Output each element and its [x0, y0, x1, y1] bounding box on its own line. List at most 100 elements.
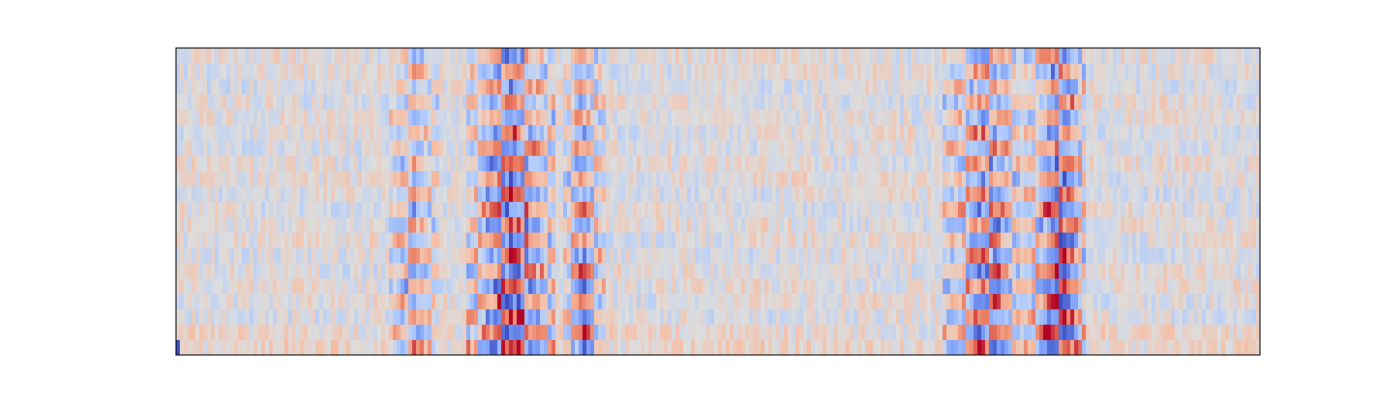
heatmap-cell [505, 324, 510, 341]
heatmap-cell [1062, 124, 1067, 141]
heatmap-cell [663, 324, 669, 341]
heatmap-cell [930, 170, 936, 187]
heatmap-cell [690, 170, 696, 187]
heatmap-cell [419, 94, 425, 110]
heatmap-cell [721, 78, 727, 95]
heatmap-cell [783, 247, 789, 264]
heatmap-cell [369, 262, 374, 279]
heatmap-cell [776, 324, 781, 341]
heatmap-cell [768, 94, 773, 110]
heatmap-cell [241, 78, 247, 95]
heatmap-cell [431, 278, 436, 294]
heatmap-cell [868, 262, 874, 279]
heatmap-cell [574, 324, 580, 341]
heatmap-cell [416, 94, 421, 110]
heatmap-cell [1101, 278, 1106, 294]
heatmap-cell [234, 155, 239, 172]
heatmap-cell [617, 78, 622, 95]
heatmap-cell [609, 324, 614, 341]
heatmap-cell [1132, 308, 1137, 325]
heatmap-cell [648, 48, 653, 64]
heatmap-cell [787, 78, 792, 95]
heatmap-cell [187, 78, 192, 95]
heatmap-cell [849, 262, 854, 279]
heatmap-cell [365, 262, 370, 279]
heatmap-cell [752, 293, 758, 310]
heatmap-cell [1004, 324, 1009, 341]
heatmap-cell [853, 94, 858, 110]
heatmap-cell [381, 170, 386, 187]
heatmap-cell [938, 170, 943, 187]
heatmap-cell [179, 140, 185, 156]
heatmap-cell [296, 155, 301, 172]
heatmap-cell [648, 339, 653, 356]
heatmap-cell [574, 124, 580, 141]
heatmap-cell [656, 155, 661, 172]
heatmap-cell [497, 324, 502, 341]
heatmap-cell [447, 339, 452, 356]
heatmap-cell [776, 186, 781, 202]
heatmap-cell [551, 63, 556, 80]
heatmap-cell [644, 48, 649, 64]
heatmap-cell [1019, 201, 1025, 218]
heatmap-cell [818, 278, 823, 294]
heatmap-cell [1081, 339, 1087, 356]
heatmap-cell [942, 124, 947, 141]
heatmap-cell [927, 278, 932, 294]
heatmap-cell [516, 293, 521, 310]
heatmap-cell [330, 232, 336, 248]
heatmap-cell [1124, 308, 1129, 325]
heatmap-cell [644, 216, 649, 233]
heatmap-cell [381, 140, 386, 156]
heatmap-cell [601, 170, 607, 187]
heatmap-cell [288, 216, 293, 233]
heatmap-cell [1120, 278, 1125, 294]
heatmap-cell [326, 140, 332, 156]
heatmap-cell [199, 170, 204, 187]
heatmap-cell [323, 247, 328, 264]
heatmap-cell [814, 140, 820, 156]
heatmap-cell [435, 170, 440, 187]
heatmap-cell [741, 201, 746, 218]
heatmap-cell [404, 63, 409, 80]
heatmap-cell [1043, 170, 1048, 187]
heatmap-cell [536, 216, 541, 233]
heatmap-cell [570, 78, 576, 95]
heatmap-cell [1016, 216, 1021, 233]
heatmap-cell [625, 48, 630, 64]
heatmap-cell [733, 324, 738, 341]
heatmap-cell [818, 109, 823, 126]
heatmap-cell [528, 293, 533, 310]
heatmap-cell [745, 293, 750, 310]
heatmap-cell [764, 186, 769, 202]
heatmap-cell [989, 324, 994, 341]
heatmap-cell [435, 324, 440, 341]
heatmap-cell [903, 48, 909, 64]
heatmap-cell [857, 324, 862, 341]
heatmap-cell [326, 293, 332, 310]
heatmap-cell [423, 339, 429, 356]
heatmap-cell [625, 155, 630, 172]
heatmap-cell [210, 324, 216, 341]
heatmap-cell [477, 94, 483, 110]
heatmap-cell [787, 278, 792, 294]
heatmap-cell [1120, 216, 1125, 233]
heatmap-cell [536, 339, 541, 356]
heatmap-cell [710, 109, 715, 126]
heatmap-cell [803, 170, 808, 187]
heatmap-cell [268, 339, 274, 356]
heatmap-cell [845, 63, 851, 80]
heatmap-cell [694, 278, 700, 294]
heatmap-cell [203, 201, 208, 218]
heatmap-cells [176, 48, 1261, 356]
heatmap-cell [1139, 339, 1145, 356]
heatmap-cell [447, 293, 452, 310]
heatmap-cell [481, 201, 487, 218]
heatmap-cell [265, 201, 270, 218]
heatmap-cell [865, 63, 870, 80]
heatmap-cell [508, 232, 514, 248]
heatmap-cell [958, 216, 963, 233]
heatmap-cell [822, 278, 827, 294]
heatmap-cell [876, 216, 881, 233]
heatmap-cell [1039, 186, 1044, 202]
